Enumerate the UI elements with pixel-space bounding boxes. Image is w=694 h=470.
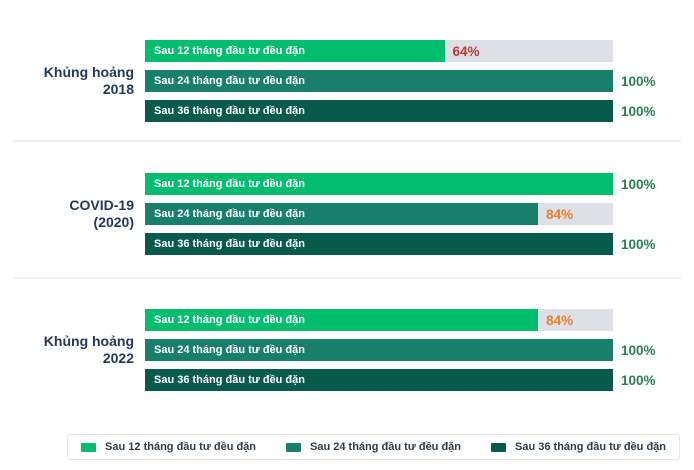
- bar-value: 100%: [621, 342, 656, 358]
- legend-item-12m: Sau 12 tháng đầu tư đều đặn: [81, 441, 256, 453]
- bar-row: Sau 12 tháng đầu tư đều đặn 64%: [145, 40, 694, 62]
- bar-fill-24m: Sau 24 tháng đầu tư đều đặn: [145, 203, 539, 225]
- legend-swatch-12m: [81, 442, 97, 452]
- bar-row: Sau 36 tháng đầu tư đều đặn 100%: [145, 369, 694, 391]
- legend-swatch-36m: [491, 442, 507, 452]
- section-divider: [13, 140, 681, 142]
- bar-label: Sau 36 tháng đầu tư đều đặn: [154, 238, 305, 250]
- bar-track: Sau 24 tháng đầu tư đều đặn 84%: [145, 203, 613, 225]
- section-divider: [13, 277, 681, 279]
- category-label: COVID-19 (2020): [0, 197, 145, 230]
- bar-fill-12m: Sau 12 tháng đầu tư đều đặn: [145, 173, 613, 195]
- legend-item-36m: Sau 36 tháng đầu tư đều đặn: [491, 441, 666, 453]
- bar-value: 100%: [621, 103, 656, 119]
- bar-label: Sau 36 tháng đầu tư đều đặn: [154, 105, 305, 117]
- legend: Sau 12 tháng đầu tư đều đặn Sau 24 tháng…: [67, 434, 680, 460]
- category-label-line2: (2020): [93, 214, 134, 230]
- bar-value: 100%: [621, 236, 656, 252]
- category-label-line1: COVID-19: [69, 197, 134, 214]
- bar-fill-24m: Sau 24 tháng đầu tư đều đặn: [145, 339, 613, 361]
- bar-group: Sau 12 tháng đầu tư đều đặn 100% Sau 24 …: [145, 173, 694, 255]
- bar-row: Sau 36 tháng đầu tư đều đặn 100%: [145, 233, 694, 255]
- bar-fill-36m: Sau 36 tháng đầu tư đều đặn: [145, 233, 613, 255]
- category-label-line2: 2018: [102, 81, 134, 97]
- bar-track: Sau 36 tháng đầu tư đều đặn 100%: [145, 233, 656, 255]
- bar-track: Sau 12 tháng đầu tư đều đặn 100%: [145, 173, 656, 195]
- bar-row: Sau 36 tháng đầu tư đều đặn 100%: [145, 100, 694, 122]
- bar-track: Sau 24 tháng đầu tư đều đặn 100%: [145, 339, 656, 361]
- bar-row: Sau 12 tháng đầu tư đều đặn 84%: [145, 309, 694, 331]
- bar-label: Sau 12 tháng đầu tư đều đặn: [154, 314, 305, 326]
- legend-label: Sau 12 tháng đầu tư đều đặn: [105, 441, 257, 453]
- bar-value: 64%: [452, 43, 480, 59]
- bar-label: Sau 36 tháng đầu tư đều đặn: [154, 374, 305, 386]
- bar-track: Sau 36 tháng đầu tư đều đặn 100%: [145, 100, 656, 122]
- bar-fill-24m: Sau 24 tháng đầu tư đều đặn: [145, 70, 613, 92]
- legend-item-24m: Sau 24 tháng đầu tư đều đặn: [286, 441, 461, 453]
- category-label-line2: 2022: [102, 350, 134, 366]
- bar-group: Sau 12 tháng đầu tư đều đặn 64% Sau 24 t…: [145, 40, 694, 122]
- bar-group: Sau 12 tháng đầu tư đều đặn 84% Sau 24 t…: [145, 309, 694, 391]
- bar-value: 84%: [546, 312, 574, 328]
- legend-label: Sau 36 tháng đầu tư đều đặn: [515, 441, 666, 453]
- bar-row: Sau 24 tháng đầu tư đều đặn 100%: [145, 70, 694, 92]
- bar-track: Sau 12 tháng đầu tư đều đặn 64%: [145, 40, 613, 62]
- bar-fill-12m: Sau 12 tháng đầu tư đều đặn: [145, 40, 445, 62]
- bar-fill-36m: Sau 36 tháng đầu tư đều đặn: [145, 100, 613, 122]
- bar-value: 84%: [546, 206, 574, 222]
- bar-label: Sau 24 tháng đầu tư đều đặn: [154, 344, 305, 356]
- chart-group-2018: Khủng hoảng 2018 Sau 12 tháng đầu tư đều…: [0, 40, 694, 122]
- bar-label: Sau 24 tháng đầu tư đều đặn: [154, 75, 305, 87]
- category-label: Khủng hoảng 2022: [0, 333, 145, 366]
- bar-label: Sau 12 tháng đầu tư đều đặn: [154, 178, 305, 190]
- bar-fill-12m: Sau 12 tháng đầu tư đều đặn: [145, 309, 539, 331]
- category-label-line1: Khủng hoảng: [43, 64, 134, 81]
- chart-group-2022: Khủng hoảng 2022 Sau 12 tháng đầu tư đều…: [0, 309, 694, 391]
- bar-track: Sau 24 tháng đầu tư đều đặn 100%: [145, 70, 656, 92]
- legend-label: Sau 24 tháng đầu tư đều đặn: [310, 441, 462, 453]
- chart-group-covid-2020: COVID-19 (2020) Sau 12 tháng đầu tư đều …: [0, 173, 694, 255]
- grouped-bar-chart: Khủng hoảng 2018 Sau 12 tháng đầu tư đều…: [0, 40, 694, 460]
- bar-value: 100%: [621, 372, 656, 388]
- bar-row: Sau 24 tháng đầu tư đều đặn 84%: [145, 203, 694, 225]
- bar-label: Sau 12 tháng đầu tư đều đặn: [154, 45, 305, 57]
- bar-fill-36m: Sau 36 tháng đầu tư đều đặn: [145, 369, 613, 391]
- category-label: Khủng hoảng 2018: [0, 64, 145, 97]
- bar-value: 100%: [621, 176, 656, 192]
- bar-track: Sau 12 tháng đầu tư đều đặn 84%: [145, 309, 613, 331]
- bar-label: Sau 24 tháng đầu tư đều đặn: [154, 208, 305, 220]
- bar-row: Sau 24 tháng đầu tư đều đặn 100%: [145, 339, 694, 361]
- bar-row: Sau 12 tháng đầu tư đều đặn 100%: [145, 173, 694, 195]
- bar-value: 100%: [621, 73, 656, 89]
- legend-swatch-24m: [286, 442, 302, 452]
- bar-track: Sau 36 tháng đầu tư đều đặn 100%: [145, 369, 656, 391]
- category-label-line1: Khủng hoảng: [43, 333, 134, 350]
